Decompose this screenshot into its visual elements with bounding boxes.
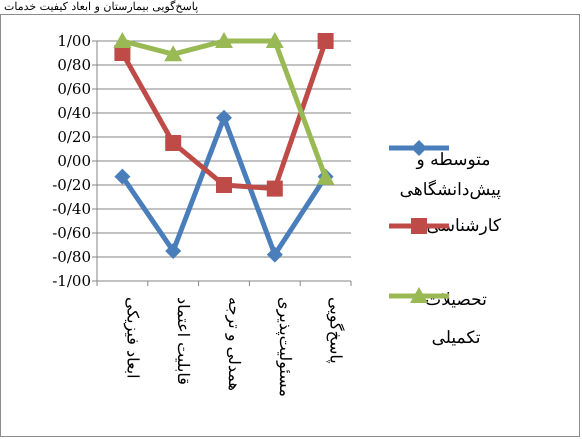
y-tick-label: -0/20 <box>52 176 91 194</box>
data-point-diamond <box>114 168 131 185</box>
data-point-square <box>266 180 283 197</box>
legend-label: کارشناسی <box>426 216 501 236</box>
chart-frame: 1/00 0/80 0/60 0/40 0/20 0/00 -0/20 -0/40 -0/60 -… <box>0 14 580 437</box>
data-point-square <box>411 218 427 234</box>
data-point-square <box>165 135 182 151</box>
legend-key-diamond <box>389 140 449 156</box>
x-tick-label: همدلی و ترجه <box>225 297 244 391</box>
legend-item-graduate: تحصیلات تکمیلی <box>389 281 501 357</box>
data-point-diamond <box>165 243 182 259</box>
y-tick-label: 0/20 <box>57 128 91 146</box>
y-tick-label: 1/00 <box>57 32 91 50</box>
series-2 <box>114 33 334 197</box>
y-tick-label: -1/00 <box>52 272 91 290</box>
legend-key-square <box>389 218 449 234</box>
data-point-triangle <box>215 32 233 48</box>
y-tick-labels: 1/00 0/80 0/60 0/40 0/20 0/00 -0/20 -0/40 -0/60 -… <box>52 32 91 290</box>
x-tick-label: مسئولیت‌پذیری <box>276 297 295 397</box>
x-tick-labels: ابعاد فیزیکی قابلیت اعتماد همدلی و ترجه مسئ… <box>123 297 345 397</box>
y-tick-label: 0/60 <box>57 80 91 98</box>
x-tick-label: پاسخ‌گویی <box>327 297 346 364</box>
data-point-square <box>114 45 131 61</box>
y-tick-label: 0/80 <box>57 56 91 74</box>
gridlines <box>97 40 351 282</box>
top-caption: پاسخ‌گویی بیمارستان و ابعاد کیفیت خدمات <box>4 0 199 13</box>
data-point-diamond <box>411 140 427 156</box>
y-tick-label: -0/80 <box>52 248 91 266</box>
data-point-diamond <box>266 246 283 263</box>
data-point-square <box>317 33 334 49</box>
y-tick-label: 0/00 <box>57 152 91 170</box>
data-point-diamond <box>216 109 232 126</box>
x-tick-label: ابعاد فیزیکی <box>123 297 142 379</box>
y-tick-label: 0/40 <box>57 104 91 122</box>
data-point-triangle <box>113 32 132 48</box>
y-tick-label: -0/60 <box>52 224 91 242</box>
series-3 <box>113 32 335 185</box>
data-point-triangle <box>164 45 183 62</box>
data-point-triangle <box>410 287 428 303</box>
x-tick-label: قابلیت اعتماد <box>174 297 193 385</box>
data-point-triangle <box>265 32 284 48</box>
legend-item-bachelor: کارشناسی <box>389 211 501 241</box>
legend-label: متوسطه و پیش‌دانشگاهی <box>399 150 501 200</box>
legend-item-high-school: متوسطه و پیش‌دانشگاهی <box>389 133 501 205</box>
data-point-triangle <box>316 168 335 185</box>
axes <box>92 40 352 286</box>
data-point-square <box>216 177 232 193</box>
line-chart: 1/00 0/80 0/60 0/40 0/20 0/00 -0/20 -0/40 -0/60 -… <box>52 32 352 397</box>
legend-key-triangle <box>389 287 449 303</box>
y-tick-label: -0/40 <box>52 200 91 218</box>
series <box>113 32 335 263</box>
